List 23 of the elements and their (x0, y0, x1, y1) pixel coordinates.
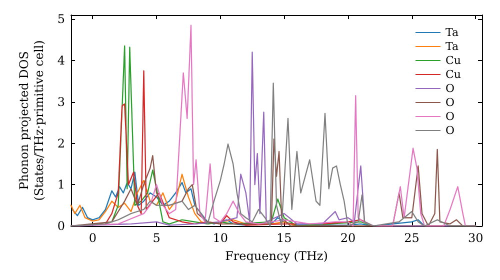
x-tick-label: 5 (152, 231, 160, 245)
legend-label: Ta (446, 40, 459, 53)
legend-label: Cu (446, 54, 462, 67)
y-tick-label: 3 (57, 94, 65, 109)
legend-label: O (446, 96, 455, 109)
legend-label: O (446, 124, 455, 137)
x-axis-title: Frequency (THz) (225, 249, 328, 263)
x-tick-label: 25 (404, 231, 420, 245)
y-tick-label: 0 (57, 219, 65, 233)
legend-label: O (446, 82, 455, 95)
y-axis-title: Phonon projected DOS (States/THz·primitive cell) (16, 40, 46, 201)
y-tick-label: 4 (57, 54, 66, 68)
x-tick-label: 15 (276, 231, 292, 245)
legend-label: O (446, 110, 455, 123)
x-tick-label: 20 (340, 231, 356, 245)
legend-label: Cu (446, 68, 462, 81)
y-tick-label: 5 (57, 12, 65, 26)
legend-label: Ta (446, 26, 459, 39)
x-tick-label: 0 (88, 231, 97, 245)
y-tick-label: 1 (57, 178, 65, 192)
y-tick-label: 2 (57, 136, 65, 150)
x-tick-label: 30 (468, 231, 484, 245)
x-tick-label: 10 (212, 231, 228, 245)
